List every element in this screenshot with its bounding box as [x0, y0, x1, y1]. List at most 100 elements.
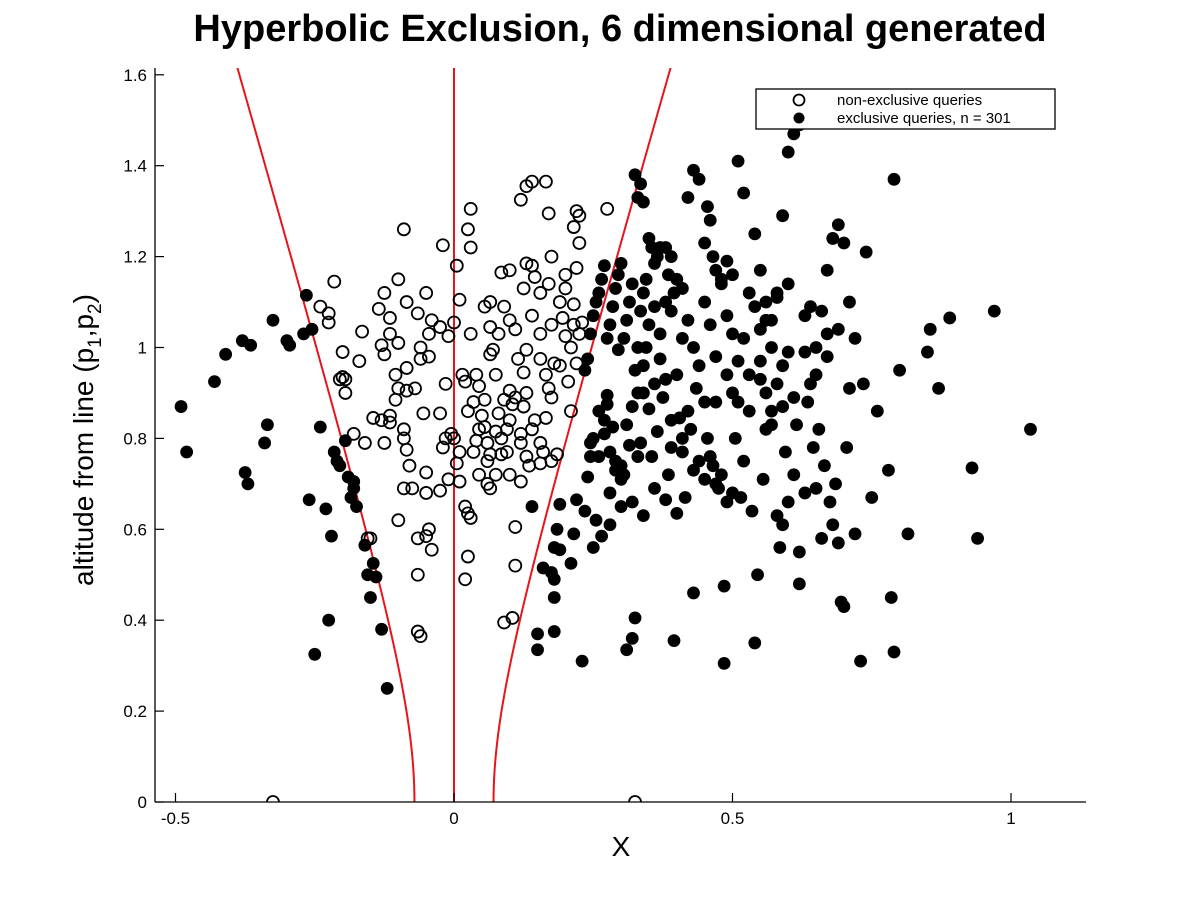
non-exclusive-point — [346, 426, 361, 441]
non-exclusive-point — [533, 436, 548, 450]
non-exclusive-point — [313, 299, 328, 314]
non-exclusive-point — [396, 481, 411, 496]
non-exclusive-point — [396, 422, 411, 437]
exclusive-point — [653, 352, 667, 366]
legend-box — [755, 88, 1056, 130]
exclusive-point — [726, 327, 739, 341]
exclusive-point — [776, 400, 790, 413]
exclusive-point — [595, 272, 609, 286]
non-exclusive-point — [335, 370, 350, 384]
x-tick-label: 1 — [1006, 809, 1015, 828]
exclusive-point — [773, 541, 787, 554]
non-exclusive-point — [435, 238, 450, 253]
non-exclusive-point — [513, 436, 528, 450]
non-exclusive-point — [388, 392, 403, 407]
non-exclusive-point — [519, 342, 534, 357]
non-exclusive-point — [569, 356, 584, 371]
exclusive-point — [698, 472, 712, 486]
exclusive-point — [244, 338, 258, 352]
exclusive-point — [806, 441, 820, 454]
non-exclusive-point — [396, 431, 411, 446]
exclusive-point — [765, 404, 778, 418]
exclusive-point — [792, 545, 806, 559]
exclusive-point — [322, 613, 336, 627]
non-exclusive-point — [472, 379, 486, 394]
exclusive-point — [664, 413, 678, 427]
exclusive-point — [865, 491, 879, 504]
exclusive-point — [965, 461, 979, 475]
non-exclusive-point — [539, 411, 553, 425]
exclusive-point — [689, 381, 703, 395]
non-exclusive-point — [502, 467, 517, 482]
exclusive-point — [742, 286, 756, 300]
exclusive-point — [675, 282, 689, 295]
non-exclusive-point — [480, 436, 495, 450]
exclusive-point — [753, 372, 767, 386]
non-exclusive-point — [452, 292, 467, 307]
exclusive-point — [531, 643, 544, 657]
non-exclusive-point — [519, 179, 534, 194]
exclusive-point — [260, 418, 274, 432]
exclusive-point — [648, 300, 661, 313]
non-exclusive-point — [541, 381, 556, 396]
non-exclusive-point — [433, 320, 447, 334]
non-exclusive-point — [335, 345, 350, 359]
non-exclusive-point — [327, 274, 342, 289]
exclusive-point — [728, 431, 742, 445]
non-exclusive-point — [424, 542, 439, 557]
non-exclusive-point — [463, 511, 478, 525]
non-exclusive-point — [483, 320, 498, 334]
non-exclusive-point — [461, 404, 475, 419]
non-exclusive-point — [474, 408, 489, 423]
exclusive-point — [603, 486, 617, 500]
exclusive-point — [636, 286, 650, 300]
exclusive-point — [603, 518, 617, 532]
exclusive-point — [266, 313, 280, 327]
legend-marker-non-exclusive — [792, 93, 806, 107]
non-exclusive-point — [355, 324, 369, 339]
non-exclusive-point — [433, 483, 447, 498]
exclusive-point — [815, 531, 829, 545]
exclusive-point — [831, 536, 845, 550]
exclusive-point — [325, 529, 338, 543]
non-exclusive-point — [419, 465, 434, 480]
exclusive-point — [709, 477, 723, 491]
non-exclusive-point — [488, 367, 503, 382]
exclusive-point — [856, 377, 870, 391]
exclusive-point — [578, 504, 592, 518]
non-exclusive-point — [533, 351, 548, 366]
exclusive-point — [831, 218, 845, 232]
non-exclusive-point — [564, 340, 578, 355]
y-tick-label: 1.2 — [123, 248, 147, 267]
exclusive-point — [603, 445, 617, 459]
non-exclusive-point — [461, 549, 475, 564]
exclusive-point — [575, 654, 589, 668]
non-exclusive-point — [441, 472, 456, 487]
exclusive-point — [818, 459, 831, 473]
exclusive-point — [731, 154, 745, 168]
exclusive-point — [837, 236, 851, 250]
legend: non-exclusive queries exclusive queries,… — [755, 88, 1056, 130]
exclusive-point — [581, 352, 595, 366]
exclusive-point — [776, 359, 790, 373]
exclusive-point — [737, 454, 751, 468]
non-exclusive-point — [410, 306, 425, 321]
non-exclusive-point — [413, 351, 428, 366]
non-exclusive-point — [525, 422, 539, 437]
exclusive-point — [770, 286, 784, 300]
exclusive-point — [667, 634, 681, 648]
exclusive-point — [848, 527, 862, 541]
non-exclusive-point — [561, 374, 576, 389]
chart-title: Hyperbolic Exclusion, 6 dimensional gene… — [193, 8, 1047, 50]
non-exclusive-point — [558, 281, 573, 296]
non-exclusive-point — [377, 347, 392, 362]
non-exclusive-point — [544, 454, 559, 469]
exclusive-point — [709, 350, 723, 363]
exclusive-point — [586, 309, 600, 323]
exclusive-point — [595, 529, 609, 543]
exclusive-point — [804, 300, 817, 313]
exclusive-point — [681, 404, 695, 418]
exclusive-point — [375, 622, 388, 636]
exclusive-point — [726, 268, 739, 282]
